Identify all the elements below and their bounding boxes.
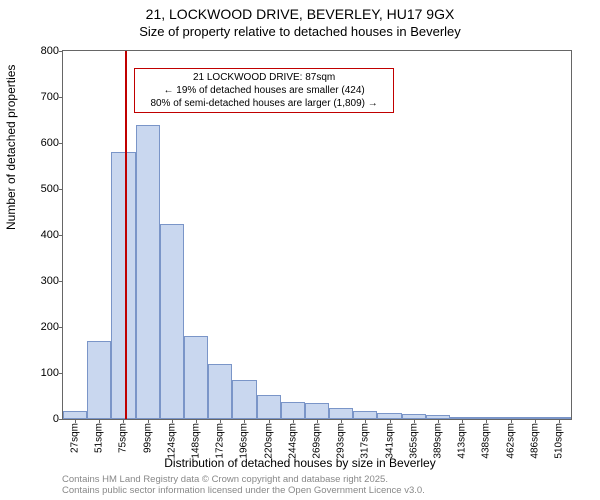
footer-line1: Contains HM Land Registry data © Crown c… — [62, 474, 425, 485]
x-tick-label: 317sqm — [360, 423, 371, 459]
x-tick-mark — [99, 419, 100, 423]
x-tick-mark — [559, 419, 560, 423]
x-tick-mark — [148, 419, 149, 423]
x-tick-label: 486sqm — [529, 423, 540, 459]
histogram-bar — [329, 408, 353, 420]
y-tick-label: 100 — [41, 367, 59, 379]
x-tick-label: 293sqm — [336, 423, 347, 459]
x-tick-label: 148sqm — [191, 423, 202, 459]
x-tick-label: 365sqm — [408, 423, 419, 459]
y-tick-label: 800 — [41, 45, 59, 57]
x-tick-label: 196sqm — [239, 423, 250, 459]
x-tick-label: 75sqm — [118, 423, 129, 453]
x-tick-label: 220sqm — [263, 423, 274, 459]
x-tick-mark — [535, 419, 536, 423]
footer-line2: Contains public sector information licen… — [62, 485, 425, 496]
histogram-bar — [87, 341, 111, 419]
y-tick-label: 600 — [41, 137, 59, 149]
y-tick-label: 400 — [41, 229, 59, 241]
x-tick-mark — [220, 419, 221, 423]
y-tick-label: 700 — [41, 91, 59, 103]
chart-title: 21, LOCKWOOD DRIVE, BEVERLEY, HU17 9GX — [0, 0, 600, 22]
y-tick-mark — [59, 281, 63, 282]
annotation-line3: 80% of semi-detached houses are larger (… — [141, 97, 387, 110]
histogram-bar — [305, 403, 329, 419]
x-tick-mark — [317, 419, 318, 423]
histogram-bar — [184, 336, 208, 419]
y-tick-mark — [59, 327, 63, 328]
reference-line — [125, 51, 127, 419]
y-tick-label: 300 — [41, 275, 59, 287]
chart-subtitle: Size of property relative to detached ho… — [0, 22, 600, 43]
histogram-bar — [208, 364, 232, 419]
x-tick-label: 244sqm — [287, 423, 298, 459]
histogram-bar — [111, 152, 135, 419]
x-tick-mark — [390, 419, 391, 423]
histogram-bar — [232, 380, 256, 419]
y-tick-label: 200 — [41, 321, 59, 333]
y-tick-mark — [59, 419, 63, 420]
x-tick-mark — [365, 419, 366, 423]
y-tick-mark — [59, 189, 63, 190]
property-size-histogram: 21, LOCKWOOD DRIVE, BEVERLEY, HU17 9GX S… — [0, 0, 600, 500]
y-tick-label: 500 — [41, 183, 59, 195]
y-tick-mark — [59, 143, 63, 144]
annotation-line2: ← 19% of detached houses are smaller (42… — [141, 84, 387, 97]
x-tick-mark — [462, 419, 463, 423]
y-axis-label: Number of detached properties — [4, 65, 18, 230]
x-tick-label: 510sqm — [553, 423, 564, 459]
histogram-bar — [353, 411, 377, 419]
annotation-line1: 21 LOCKWOOD DRIVE: 87sqm — [141, 71, 387, 84]
x-tick-label: 269sqm — [312, 423, 323, 459]
x-tick-label: 27sqm — [70, 423, 81, 453]
x-tick-label: 389sqm — [432, 423, 443, 459]
x-axis-label: Distribution of detached houses by size … — [0, 456, 600, 470]
x-tick-label: 438sqm — [481, 423, 492, 459]
y-tick-mark — [59, 51, 63, 52]
x-tick-mark — [511, 419, 512, 423]
x-tick-label: 124sqm — [166, 423, 177, 459]
y-tick-mark — [59, 373, 63, 374]
y-tick-mark — [59, 235, 63, 236]
histogram-bar — [160, 224, 184, 420]
plot-area: 010020030040050060070080027sqm51sqm75sqm… — [62, 50, 572, 420]
x-tick-label: 413sqm — [457, 423, 468, 459]
x-tick-mark — [341, 419, 342, 423]
x-tick-label: 51sqm — [94, 423, 105, 453]
x-tick-mark — [196, 419, 197, 423]
histogram-bar — [281, 402, 305, 419]
x-tick-mark — [293, 419, 294, 423]
annotation-box: 21 LOCKWOOD DRIVE: 87sqm← 19% of detache… — [134, 68, 394, 113]
x-tick-label: 172sqm — [215, 423, 226, 459]
x-tick-mark — [75, 419, 76, 423]
x-tick-mark — [123, 419, 124, 423]
chart-footer: Contains HM Land Registry data © Crown c… — [62, 474, 425, 497]
x-tick-mark — [438, 419, 439, 423]
histogram-bar — [257, 395, 281, 419]
histogram-bar — [136, 125, 160, 419]
x-tick-mark — [172, 419, 173, 423]
x-tick-mark — [244, 419, 245, 423]
x-tick-mark — [414, 419, 415, 423]
x-tick-mark — [486, 419, 487, 423]
x-tick-label: 99sqm — [142, 423, 153, 453]
x-tick-label: 341sqm — [384, 423, 395, 459]
histogram-bar — [63, 411, 87, 419]
x-tick-mark — [269, 419, 270, 423]
x-tick-label: 462sqm — [505, 423, 516, 459]
y-tick-mark — [59, 97, 63, 98]
